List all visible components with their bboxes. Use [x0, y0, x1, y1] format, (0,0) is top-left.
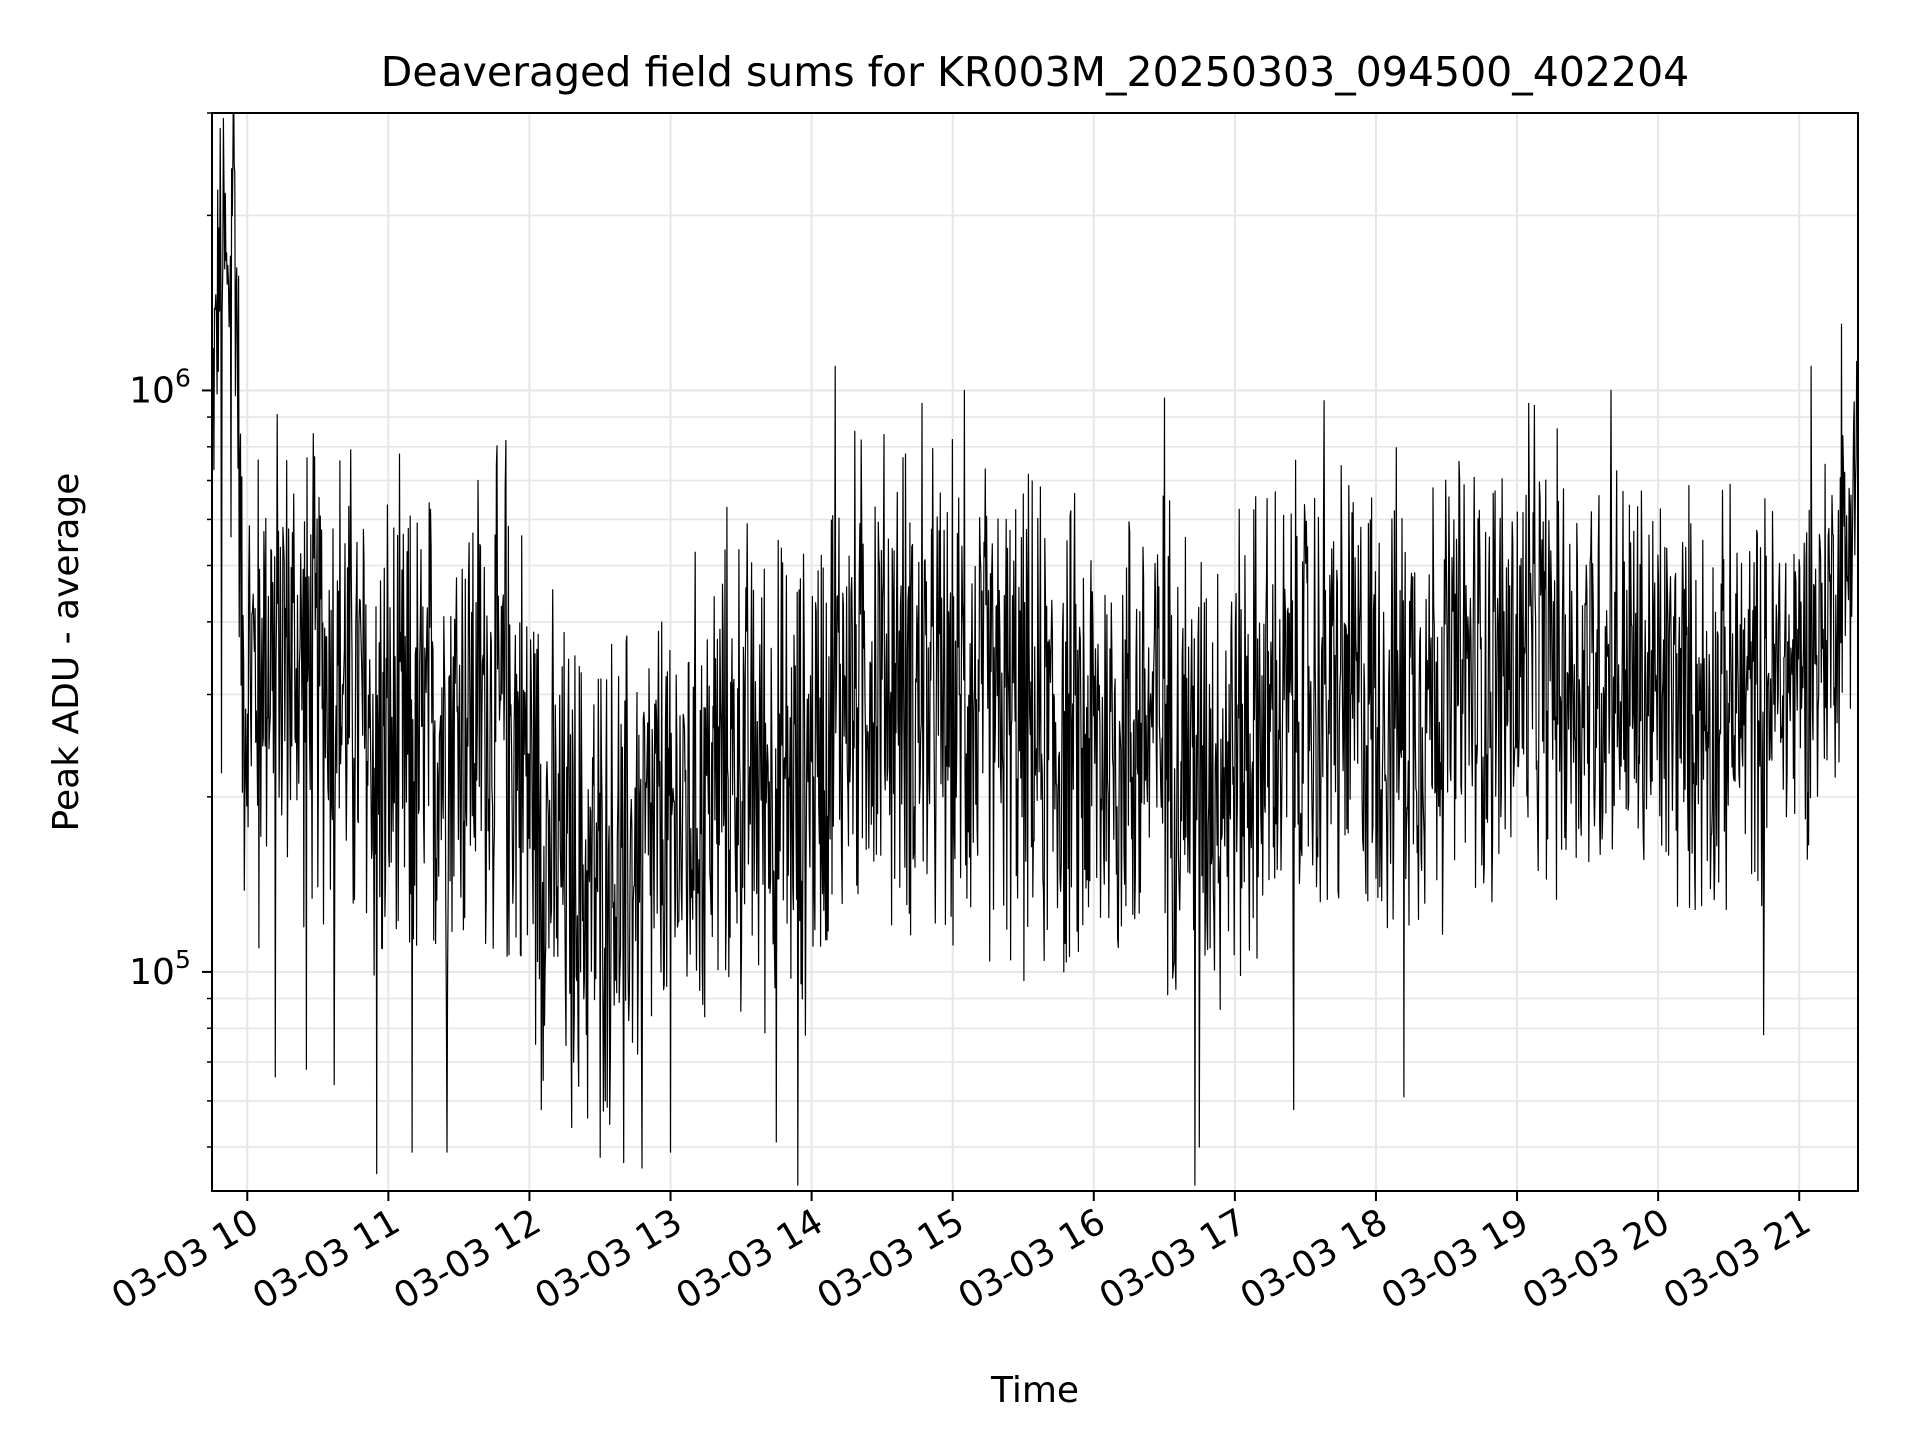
y-axis-label: Peak ADU - average	[46, 473, 87, 832]
y-tick-label: 106	[129, 363, 191, 411]
chart-title: Deaveraged field sums for KR003M_2025030…	[381, 48, 1690, 96]
plot-frame	[211, 112, 1859, 1192]
x-axis-label: Time	[990, 1370, 1079, 1411]
y-tick-label: 105	[129, 945, 191, 993]
series-line	[212, 113, 1858, 1186]
plot-layer	[212, 113, 1858, 1186]
